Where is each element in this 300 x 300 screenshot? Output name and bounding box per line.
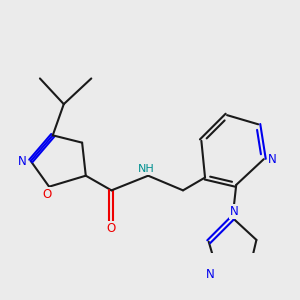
Text: N: N — [18, 154, 27, 167]
Text: NH: NH — [138, 164, 155, 174]
Text: N: N — [267, 153, 276, 166]
Text: O: O — [107, 222, 116, 236]
Text: O: O — [43, 188, 52, 200]
Text: N: N — [206, 268, 214, 281]
Text: N: N — [230, 205, 239, 218]
